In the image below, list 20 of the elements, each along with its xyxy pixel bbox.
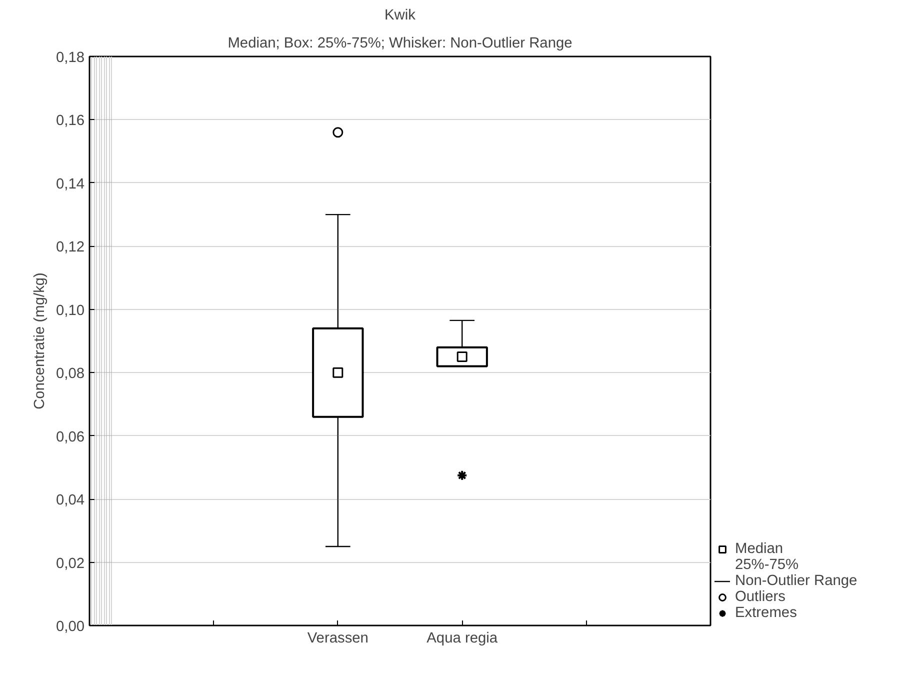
y-tick-label: 0,14: [56, 176, 85, 192]
y-axis-title: Concentratie (mg/kg): [32, 272, 48, 410]
y-tick-label: 0,12: [56, 240, 85, 256]
text: Median: [735, 541, 784, 557]
y-tick-label: 0,02: [56, 556, 85, 572]
chart-subtitle: Median; Box: 25%-75%; Whisker: Non-Outlier Range: [228, 36, 572, 52]
y-tick-label: 0,08: [56, 366, 85, 382]
y-tick-label: 0,06: [56, 429, 85, 446]
y-tick-label: 0,10: [56, 302, 85, 319]
x-tick-label: Verassen: [307, 630, 368, 646]
legend-label: Extremes: [735, 605, 797, 621]
text: Non-Outlier Range: [735, 573, 858, 589]
text: 25%-75%: [735, 557, 799, 573]
chart-title: Kwik: [384, 8, 416, 24]
y-tick-label: 0,04: [56, 492, 85, 509]
text: Outliers: [735, 589, 786, 605]
x-tick-label: Aqua regia: [426, 630, 498, 646]
y-tick-label: 0,18: [56, 50, 85, 66]
y-tick-label: 0,16: [56, 113, 85, 130]
y-tick-label: 0,00: [56, 619, 85, 635]
